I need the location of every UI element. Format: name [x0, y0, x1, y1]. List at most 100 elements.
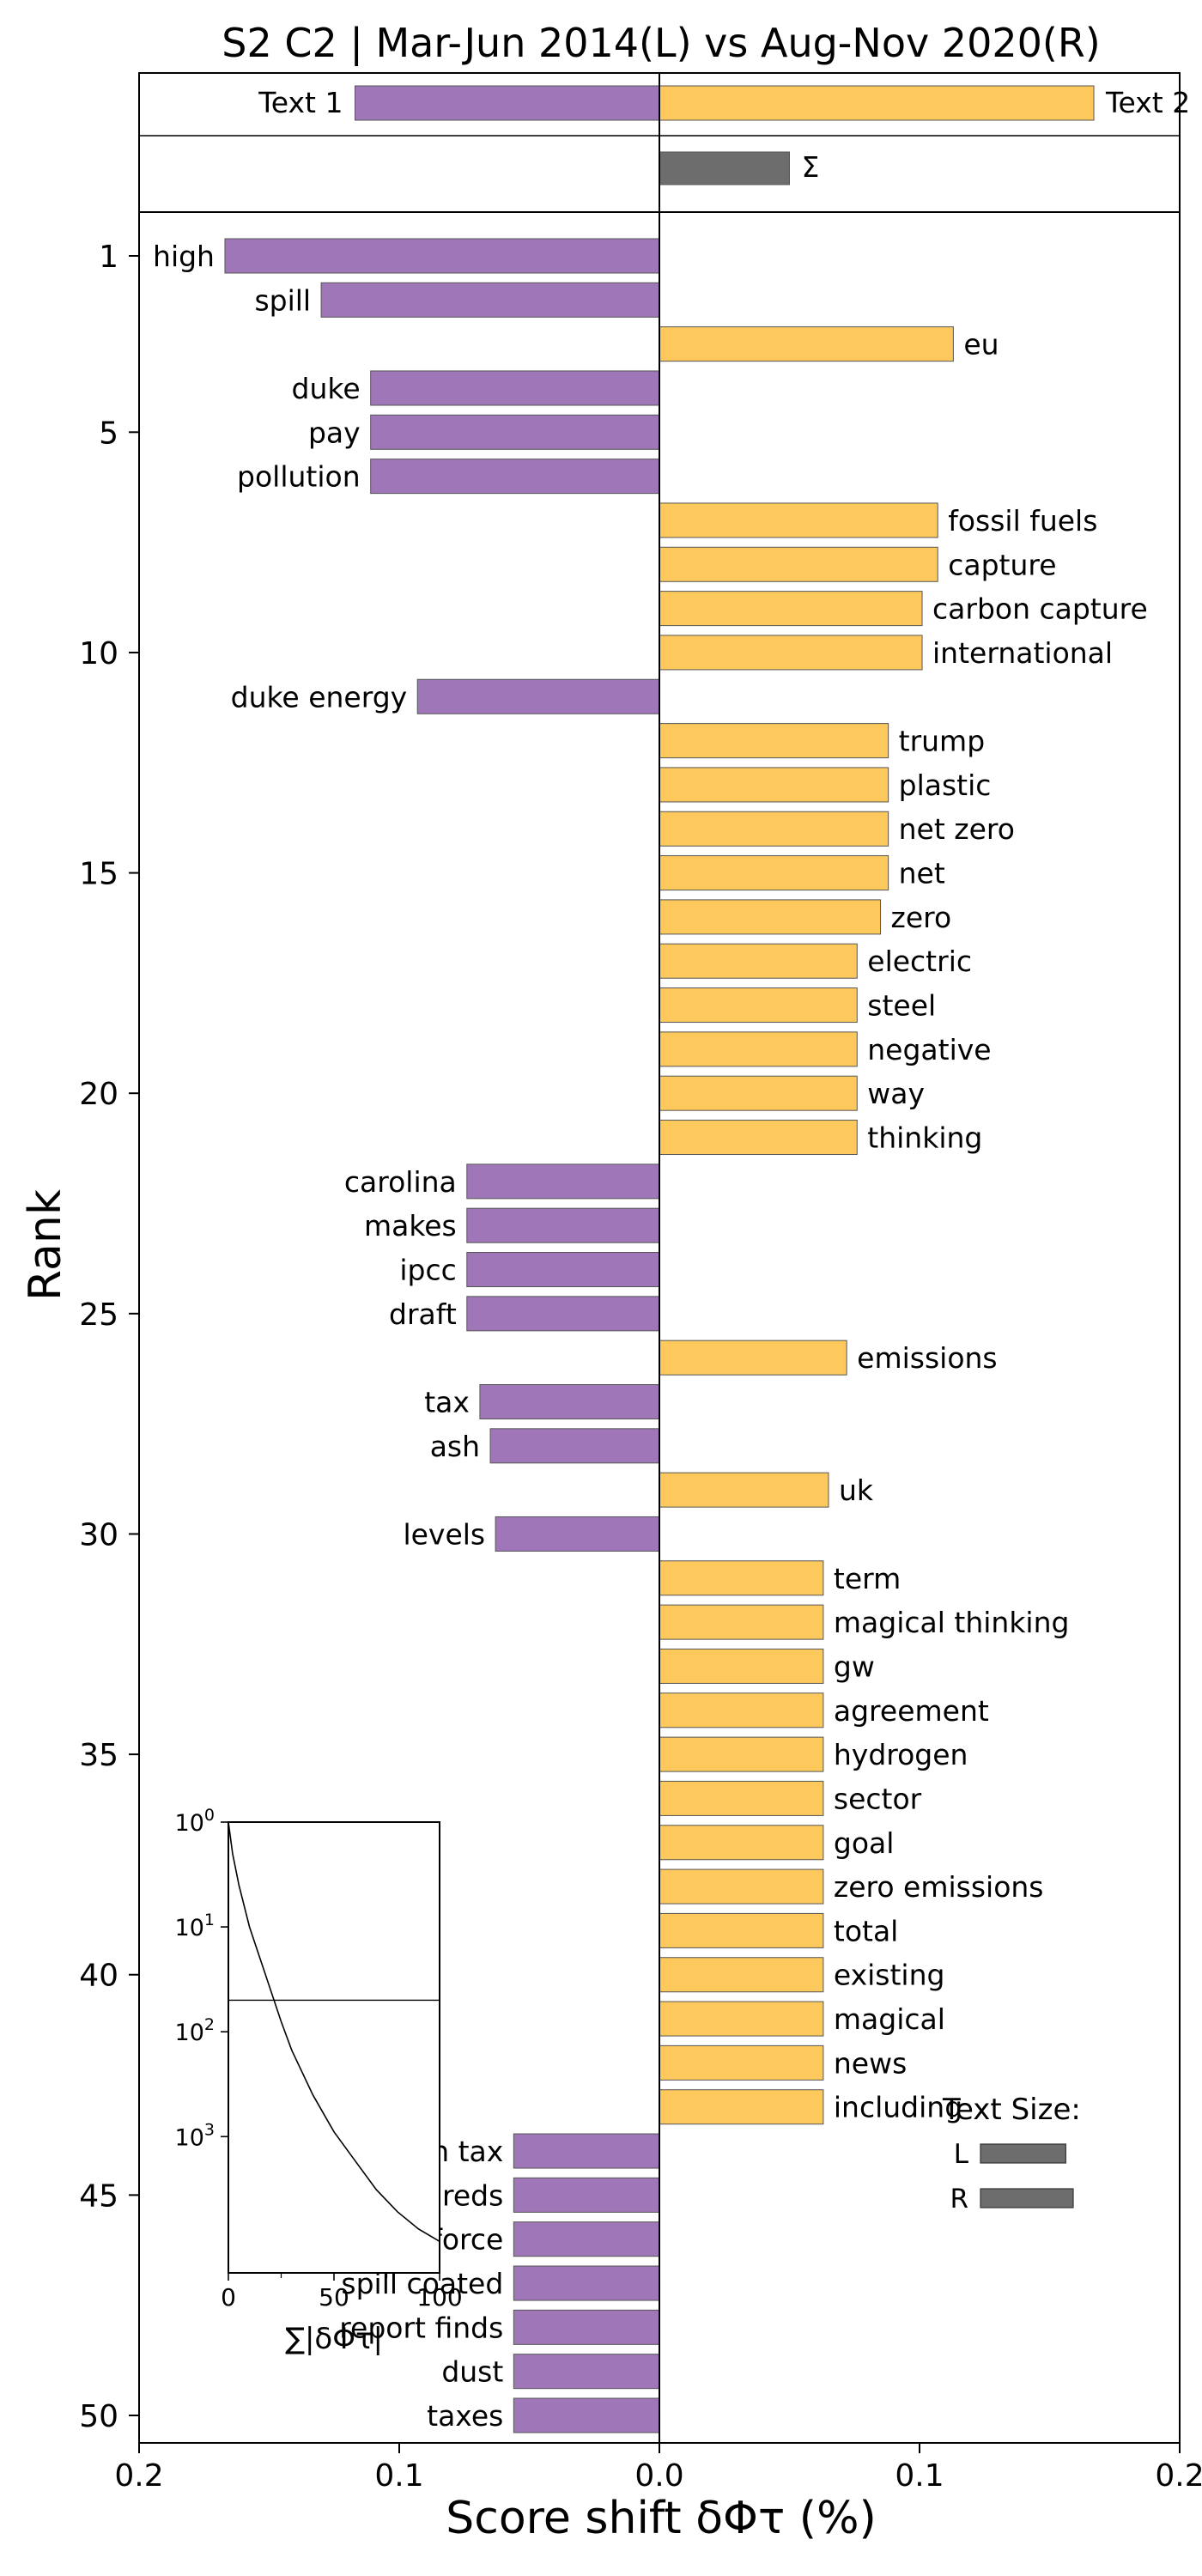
word-bar — [513, 2133, 660, 2169]
word-bar-label: existing — [834, 1959, 945, 1992]
word-bar-label: taxes — [427, 2399, 503, 2433]
inset-x-tick-label: 100 — [416, 2283, 462, 2312]
word-bar-label: makes — [364, 1209, 457, 1242]
inset-y-tick-base: 10 — [175, 1915, 204, 1941]
word-bar — [659, 1031, 858, 1067]
word-bar — [416, 678, 660, 714]
word-bar — [659, 899, 882, 935]
word-bar-label: steel — [867, 989, 936, 1023]
word-bar-label: fossil fuels — [948, 504, 1097, 538]
summary-bars: Text 1 Text 2 — [258, 85, 1190, 121]
inset-y-tick-label: 102 — [175, 2015, 215, 2046]
word-bar — [659, 723, 889, 759]
word-bar-label: net — [899, 857, 945, 890]
word-bar-label: eu — [963, 328, 999, 361]
inset-y-tick-label: 100 — [175, 1806, 215, 1837]
word-bar-label: levels — [403, 1517, 485, 1551]
word-bar-label: tax — [424, 1385, 470, 1419]
y-tick-label: 20 — [79, 1077, 118, 1112]
word-bar-label: spill — [254, 283, 311, 317]
word-bar-label: carolina — [344, 1165, 457, 1199]
word-bar — [659, 811, 889, 847]
word-bar-label: force — [432, 2223, 503, 2257]
word-bar — [659, 1472, 829, 1508]
x-tick-label: 0.1 — [374, 2458, 423, 2494]
word-bar — [513, 2177, 660, 2213]
y-tick-label: 50 — [79, 2399, 118, 2434]
word-bar — [659, 502, 938, 538]
word-bar-label: draft — [389, 1297, 457, 1331]
x-tick-label: 0.2 — [1155, 2458, 1202, 2494]
inset-x-tick-label: 0 — [221, 2283, 236, 2312]
word-bar-label: ipcc — [399, 1254, 456, 1287]
inset-y-tick-exponent: 1 — [204, 1911, 215, 1929]
word-bar — [370, 459, 660, 495]
word-bar-label: duke energy — [231, 680, 408, 714]
word-bar — [659, 2089, 824, 2125]
word-bar — [513, 2265, 660, 2301]
word-bar — [659, 591, 923, 627]
chart-title: S2 C2 | Mar-Jun 2014(L) vs Aug-Nov 2020(… — [222, 20, 1100, 67]
word-bar — [479, 1383, 660, 1419]
word-bar-label: dust — [441, 2355, 503, 2389]
word-bar — [659, 2044, 824, 2081]
word-bar-label: carbon capture — [932, 592, 1148, 626]
y-axis-label: Rank — [20, 1189, 71, 1301]
word-bar-label: magical — [834, 2002, 945, 2036]
word-bar — [466, 1296, 660, 1332]
word-bar — [659, 546, 938, 582]
word-bar — [659, 1120, 858, 1156]
word-bar-label: news — [834, 2046, 907, 2080]
word-bar-label: gw — [834, 1649, 875, 1683]
word-bar-label: high — [153, 240, 215, 273]
text-size-legend-label: L — [954, 2139, 969, 2170]
word-bar-label: trump — [899, 725, 986, 758]
rank-bars: high spill eu duke pay pollution fossil fuels c… — [153, 238, 1148, 2433]
word-bar-label: pollution — [237, 460, 361, 494]
word-bar — [659, 1825, 824, 1861]
word-bar — [659, 767, 889, 803]
word-bar — [224, 238, 660, 274]
inset-x-label: ∑|δΦτ| — [285, 2322, 383, 2356]
word-bar — [659, 1736, 824, 1772]
word-bar — [659, 1648, 824, 1684]
summary-bar — [659, 85, 1095, 121]
y-tick-label: 40 — [79, 1959, 118, 1994]
word-bar — [370, 414, 660, 450]
word-bar — [659, 2001, 824, 2037]
inset-y-tick-label: 101 — [175, 1911, 215, 1941]
word-bar-label: including — [834, 2091, 962, 2124]
word-bar-label: emissions — [857, 1341, 997, 1375]
word-bar-label: way — [867, 1077, 925, 1110]
x-tick-label: 0.1 — [895, 2458, 944, 2494]
summary-bar-label: Text 1 — [258, 86, 343, 119]
text-size-legend-bar — [980, 2143, 1066, 2164]
word-bar-label: international — [932, 636, 1113, 670]
x-axis-label: Score shift δΦτ (%) — [446, 2493, 877, 2544]
word-bar-label: hydrogen — [834, 1738, 968, 1771]
word-bar — [659, 635, 923, 671]
word-bar-label: sector — [834, 1782, 922, 1815]
word-bar — [513, 2309, 660, 2345]
word-bar — [513, 2354, 660, 2390]
inset-y-tick-base: 10 — [175, 2020, 204, 2046]
y-tick-label: 45 — [79, 2178, 118, 2214]
y-tick-label: 15 — [79, 857, 118, 892]
word-bar — [659, 1560, 824, 1596]
plot-panels: Text 1 Text 2 Σ — [138, 72, 1190, 2444]
word-bar — [466, 1207, 660, 1243]
y-tick-label: 35 — [79, 1738, 118, 1773]
word-bar-label: negative — [867, 1033, 991, 1066]
word-bar-label: pay — [308, 416, 361, 449]
word-bar-label: uk — [839, 1473, 874, 1507]
word-bar-label: report finds — [339, 2311, 503, 2344]
text-size-legend-label: R — [950, 2184, 968, 2215]
word-bar — [659, 1912, 824, 1948]
inset-y-tick-base: 10 — [175, 1810, 204, 1837]
y-tick-label: 5 — [99, 416, 118, 451]
word-bar — [466, 1252, 660, 1288]
word-bar-label: capture — [948, 548, 1056, 581]
word-bar-label: term — [834, 1562, 901, 1595]
